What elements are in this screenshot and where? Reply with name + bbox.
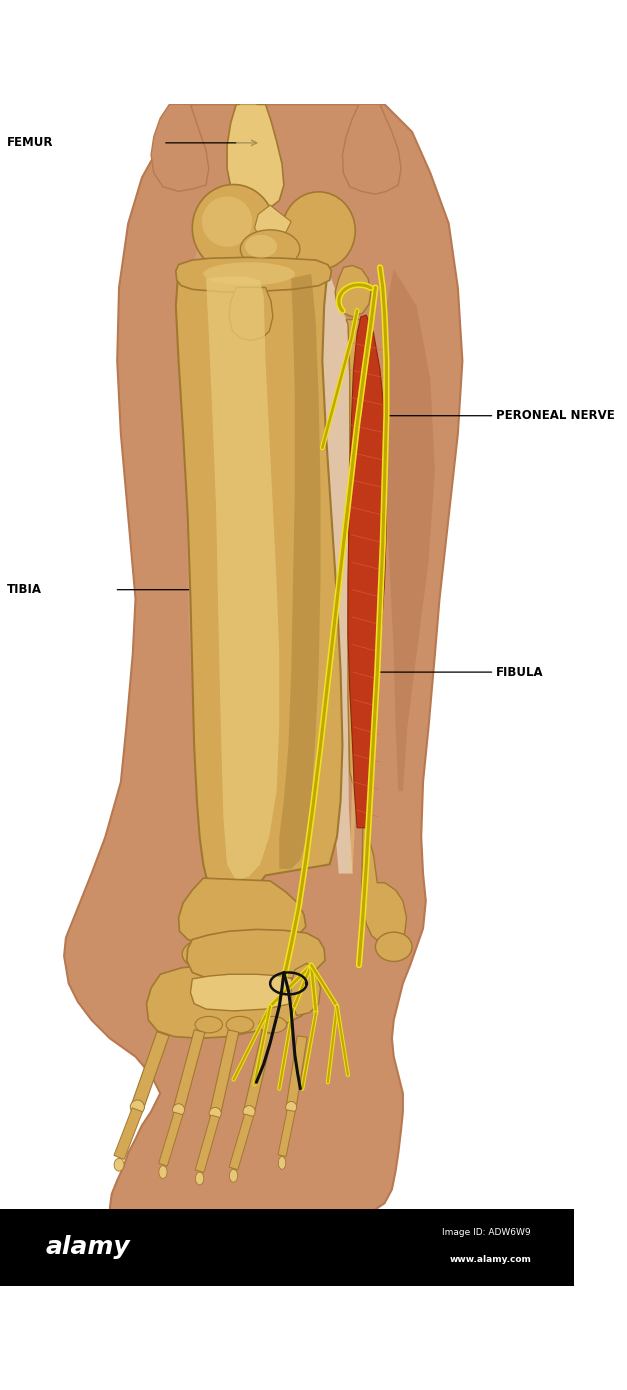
Ellipse shape bbox=[196, 1172, 204, 1184]
Ellipse shape bbox=[192, 185, 275, 271]
Polygon shape bbox=[279, 274, 320, 869]
Polygon shape bbox=[291, 963, 320, 1016]
Polygon shape bbox=[255, 206, 291, 246]
Polygon shape bbox=[185, 242, 256, 855]
Polygon shape bbox=[229, 288, 273, 341]
Polygon shape bbox=[173, 1030, 205, 1111]
Ellipse shape bbox=[159, 1166, 167, 1179]
Circle shape bbox=[209, 1108, 221, 1119]
Ellipse shape bbox=[240, 229, 300, 268]
Polygon shape bbox=[195, 1115, 219, 1172]
Polygon shape bbox=[179, 878, 306, 947]
Polygon shape bbox=[210, 1030, 239, 1115]
Polygon shape bbox=[350, 334, 361, 873]
Ellipse shape bbox=[202, 196, 252, 247]
Polygon shape bbox=[227, 104, 284, 210]
Polygon shape bbox=[187, 930, 325, 981]
Circle shape bbox=[172, 1104, 184, 1116]
Text: FIBULA: FIBULA bbox=[497, 666, 544, 678]
Ellipse shape bbox=[259, 1016, 287, 1033]
Polygon shape bbox=[335, 265, 371, 317]
Ellipse shape bbox=[278, 1156, 286, 1169]
Ellipse shape bbox=[282, 192, 356, 270]
Polygon shape bbox=[147, 965, 310, 1038]
Text: FEMUR: FEMUR bbox=[8, 136, 54, 149]
Ellipse shape bbox=[203, 263, 295, 285]
Ellipse shape bbox=[376, 933, 412, 962]
Polygon shape bbox=[316, 270, 352, 873]
Polygon shape bbox=[176, 267, 342, 906]
Polygon shape bbox=[176, 257, 332, 292]
Ellipse shape bbox=[182, 941, 221, 967]
Polygon shape bbox=[229, 1113, 253, 1170]
Polygon shape bbox=[278, 1109, 295, 1156]
Text: Image ID: ADW6W9: Image ID: ADW6W9 bbox=[443, 1227, 531, 1237]
Text: PERONEAL NERVE: PERONEAL NERVE bbox=[497, 409, 615, 423]
Polygon shape bbox=[131, 1031, 169, 1109]
Polygon shape bbox=[159, 1112, 183, 1166]
Text: www.alamy.com: www.alamy.com bbox=[449, 1255, 531, 1265]
Polygon shape bbox=[286, 1036, 307, 1108]
Ellipse shape bbox=[114, 1158, 124, 1172]
Circle shape bbox=[130, 1099, 144, 1115]
Ellipse shape bbox=[226, 1016, 254, 1033]
Polygon shape bbox=[191, 974, 300, 1011]
Polygon shape bbox=[64, 104, 463, 1223]
Ellipse shape bbox=[229, 1169, 238, 1182]
Text: ANTERIOR VIEW OF THE LEFT LOWER LEG: ANTERIOR VIEW OF THE LEFT LOWER LEG bbox=[149, 1259, 424, 1272]
Circle shape bbox=[286, 1101, 297, 1112]
Polygon shape bbox=[206, 277, 279, 881]
Polygon shape bbox=[151, 104, 209, 192]
Polygon shape bbox=[346, 320, 406, 945]
Circle shape bbox=[243, 1105, 255, 1118]
Polygon shape bbox=[244, 1031, 273, 1113]
Ellipse shape bbox=[245, 235, 277, 257]
Polygon shape bbox=[114, 1108, 142, 1159]
Polygon shape bbox=[342, 104, 401, 195]
Bar bbox=[0, 1209, 574, 1286]
Text: TIBIA: TIBIA bbox=[8, 584, 43, 596]
Text: alamy: alamy bbox=[46, 1236, 130, 1259]
Polygon shape bbox=[348, 316, 386, 828]
Polygon shape bbox=[384, 270, 435, 791]
Ellipse shape bbox=[195, 1016, 223, 1033]
Polygon shape bbox=[236, 104, 269, 200]
